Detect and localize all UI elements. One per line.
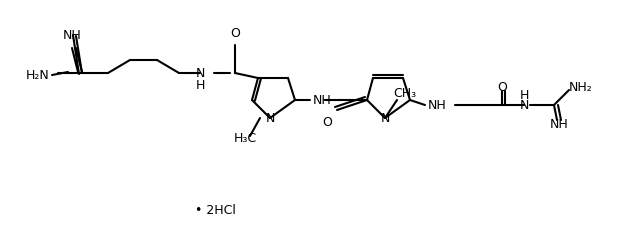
Text: NH: NH xyxy=(550,119,568,131)
Text: N: N xyxy=(519,99,529,112)
Text: N: N xyxy=(195,66,205,79)
Text: NH: NH xyxy=(313,94,332,107)
Text: CH₃: CH₃ xyxy=(394,86,417,100)
Text: O: O xyxy=(230,26,240,40)
Text: H₃C: H₃C xyxy=(234,131,257,144)
Text: NH₂: NH₂ xyxy=(569,80,593,94)
Text: NH: NH xyxy=(63,28,81,42)
Text: NH: NH xyxy=(428,99,447,112)
Text: N: N xyxy=(266,112,275,124)
Text: H₂N: H₂N xyxy=(26,68,50,81)
Text: H: H xyxy=(519,88,529,102)
Text: O: O xyxy=(497,80,507,94)
Text: O: O xyxy=(322,116,332,128)
Text: H: H xyxy=(195,78,205,91)
Text: N: N xyxy=(380,112,390,124)
Text: • 2HCl: • 2HCl xyxy=(195,203,236,216)
